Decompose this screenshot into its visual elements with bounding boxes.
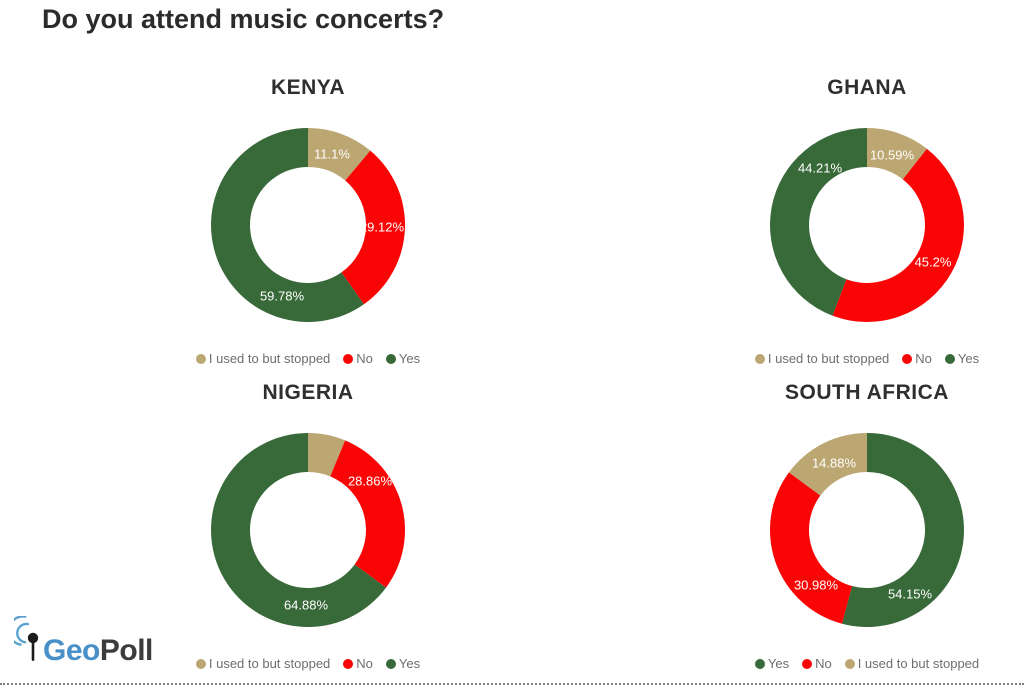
data-label-i-used-to-but-stopped: 14.88% [812, 456, 857, 471]
legend-label: No [815, 656, 832, 671]
donut-chart-ghana[interactable]: 10.59% 45.2% 44.21% [767, 125, 967, 325]
legend-label: I used to but stopped [857, 656, 980, 671]
legend-dot-yes [385, 658, 396, 669]
chart-legend-south-africa: Yes No I used to but stopped [672, 656, 1024, 671]
data-label-yes: 64.88% [284, 598, 329, 613]
legend-label: No [356, 351, 373, 366]
chart-title-ghana: GHANA [827, 76, 907, 99]
legend-label: I used to but stopped [208, 351, 331, 366]
legend-dot-i-used-to-but-stopped [844, 658, 855, 669]
donut-segment-yes[interactable] [211, 128, 364, 322]
data-label-no: 30.98% [794, 578, 839, 593]
geopoll-logo-text: GeoPoll [43, 634, 153, 667]
legend-item-i-used-to-but-stopped[interactable]: I used to but stopped [844, 656, 980, 671]
legend-item-yes[interactable]: Yes [944, 351, 980, 366]
legend-dot-yes [385, 353, 396, 364]
data-label-no: 29.12% [360, 220, 405, 235]
legend-label: I used to but stopped [767, 351, 890, 366]
data-label-yes: 44.21% [798, 161, 843, 176]
geopoll-logo: GeoPoll [14, 616, 153, 667]
legend-dot-no [343, 658, 354, 669]
donut-segment-i-used-to-but-stopped[interactable] [308, 433, 346, 477]
donut-segment-no[interactable] [341, 150, 406, 305]
data-label-no: 45.2% [915, 255, 952, 270]
data-label-yes: 54.15% [888, 587, 933, 602]
legend-item-i-used-to-but-stopped[interactable]: I used to but stopped [195, 656, 331, 671]
legend-item-yes[interactable]: Yes [385, 351, 421, 366]
legend-item-no[interactable]: No [802, 656, 832, 671]
legend-label: No [356, 656, 373, 671]
legend-item-no[interactable]: No [343, 351, 373, 366]
donut-segment-no[interactable] [832, 148, 964, 322]
donut-segment-i-used-to-but-stopped[interactable] [867, 128, 927, 180]
data-label-i-used-to-but-stopped: 11.1% [314, 147, 350, 162]
data-label-no: 28.86% [348, 474, 393, 489]
geopoll-pin-icon [14, 616, 39, 661]
chart-title-south-africa: SOUTH AFRICA [785, 381, 949, 404]
legend-label: I used to but stopped [208, 656, 331, 671]
legend-item-no[interactable]: No [902, 351, 932, 366]
legend-dot-yes [754, 658, 765, 669]
chart-panel-kenya: KENYA 11.1% 29.12% 59.78% I used to but st… [158, 70, 458, 370]
legend-item-yes[interactable]: Yes [754, 656, 790, 671]
chart-title-nigeria: NIGERIA [262, 381, 354, 404]
legend-dot-i-used-to-but-stopped [195, 353, 206, 364]
logo-text-poll: Poll [100, 634, 153, 667]
legend-dot-yes [944, 353, 955, 364]
legend-dot-i-used-to-but-stopped [195, 658, 206, 669]
data-label-yes: 59.78% [260, 289, 305, 304]
donut-segment-no[interactable] [769, 472, 853, 624]
legend-dot-i-used-to-but-stopped [754, 353, 765, 364]
legend-label: Yes [957, 351, 980, 366]
legend-item-i-used-to-but-stopped[interactable]: I used to but stopped [754, 351, 890, 366]
donut-chart-south-africa[interactable]: 54.15% 30.98% 14.88% [767, 430, 967, 630]
legend-dot-no [343, 353, 354, 364]
legend-label: Yes [767, 656, 790, 671]
donut-segment-yes[interactable] [842, 433, 964, 627]
chart-panel-south-africa: SOUTH AFRICA 54.15% 30.98% 14.88% Yes No I u… [717, 375, 1017, 675]
donut-chart-nigeria[interactable]: 28.86% 64.88% [208, 430, 408, 630]
chart-legend-nigeria: I used to but stopped No Yes [113, 656, 503, 671]
legend-dot-no [902, 353, 913, 364]
donut-segment-no[interactable] [330, 440, 405, 588]
chart-legend-kenya: I used to but stopped No Yes [113, 351, 503, 366]
donut-segment-yes[interactable] [211, 433, 387, 627]
chart-legend-ghana: I used to but stopped No Yes [672, 351, 1024, 366]
chart-panel-nigeria: NIGERIA 28.86% 64.88% I used to but stopp… [158, 375, 458, 675]
data-label-i-used-to-but-stopped: 10.59% [870, 148, 915, 163]
legend-label: Yes [398, 656, 421, 671]
page-title: Do you attend music concerts? [42, 4, 445, 34]
donut-chart-kenya[interactable]: 11.1% 29.12% 59.78% [208, 125, 408, 325]
legend-item-yes[interactable]: Yes [385, 656, 421, 671]
logo-text-geo: Geo [43, 634, 100, 667]
chart-title-kenya: KENYA [270, 76, 346, 99]
legend-item-no[interactable]: No [343, 656, 373, 671]
legend-dot-no [802, 658, 813, 669]
page-bottom-dotted-border [0, 683, 1024, 685]
legend-label: No [915, 351, 932, 366]
legend-item-i-used-to-but-stopped[interactable]: I used to but stopped [195, 351, 331, 366]
donut-segment-yes[interactable] [769, 128, 867, 316]
donut-segment-i-used-to-but-stopped[interactable] [308, 128, 371, 181]
chart-panel-ghana: GHANA 10.59% 45.2% 44.21% I used to but st… [717, 70, 1017, 370]
donut-segment-i-used-to-but-stopped[interactable] [788, 433, 867, 496]
legend-label: Yes [398, 351, 421, 366]
